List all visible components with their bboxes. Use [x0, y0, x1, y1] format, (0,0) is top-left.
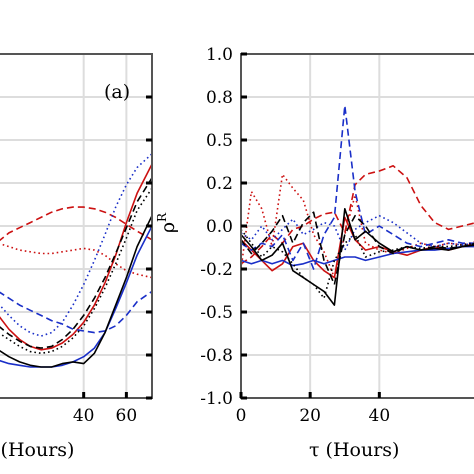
grid: [0, 54, 152, 399]
y-tick-label: 0.2: [206, 174, 233, 194]
series-line: [240, 208, 474, 306]
series-line: [0, 153, 153, 337]
x-tick-label: 40: [369, 406, 391, 426]
series-line: [0, 206, 153, 242]
y-axis-label-sup: R: [155, 212, 169, 222]
x-axis-label-b: τ (Hours): [309, 439, 399, 461]
series-line: [0, 215, 153, 368]
series-group: [0, 153, 153, 368]
y-tick-label: 1.0: [206, 45, 233, 65]
series-line: [0, 242, 153, 279]
ticks: 40 60: [73, 95, 152, 426]
series-line: [0, 225, 153, 368]
x-tick-label: 60: [116, 406, 138, 426]
series-line: [240, 165, 474, 265]
series-line: [0, 163, 153, 351]
panel-a: 40 60: [0, 53, 153, 426]
y-axis-label-base: ρ: [157, 222, 179, 233]
x-tick-label: 20: [299, 406, 321, 426]
y-axis-label-b: ρR: [155, 212, 179, 233]
svg-text:ρR: ρR: [155, 212, 179, 233]
series-line: [240, 216, 474, 279]
x-tick-label: 0: [236, 406, 247, 426]
x-tick-label: 40: [73, 406, 95, 426]
y-tick-label: -0.5: [200, 303, 233, 323]
y-tick-label: 0.5: [206, 131, 233, 151]
grid: [240, 53, 474, 399]
y-tick-label: 0.8: [206, 88, 233, 108]
y-tick-label: -0.8: [200, 346, 233, 366]
y-tick-label: 0.0: [206, 217, 233, 237]
ticks: 0 20 40 -1.0 -0.8 -0.5 -0.2 0.0 0.2 0.5 0.8 1.0: [200, 45, 390, 426]
series-line: [240, 228, 474, 300]
x-axis-label-a: τ (Hours): [0, 439, 74, 461]
series-line: [0, 177, 153, 349]
panel-b: 0 20 40 -1.0 -0.8 -0.5 -0.2 0.0 0.2 0.5 0.8 1.0: [200, 45, 474, 426]
series-line: [240, 211, 474, 286]
panel-label-a: (a): [104, 81, 130, 103]
labels: (a) τ (Hours) τ (Hours) ρR: [0, 81, 399, 461]
series-line: [240, 214, 474, 251]
y-tick-label: -0.2: [200, 260, 233, 280]
series-group: [240, 104, 474, 306]
series-line: [240, 104, 474, 270]
series-line: [240, 173, 474, 279]
series-line: [0, 187, 153, 355]
series-line: [0, 290, 153, 334]
y-tick-label: -1.0: [200, 389, 233, 409]
